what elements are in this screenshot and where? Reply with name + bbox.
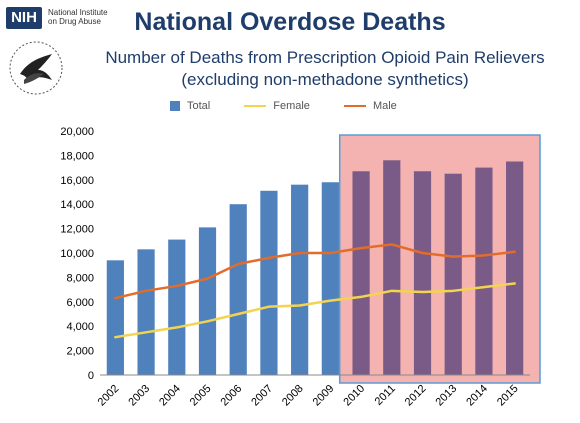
- series-line-male: [114, 243, 516, 300]
- x-tick-label: 2015: [495, 383, 521, 409]
- point-female-2010: [359, 295, 363, 299]
- y-tick-label: 18,000: [60, 150, 94, 162]
- legend-swatch-total: [170, 101, 180, 111]
- legend-item-female: Female: [244, 100, 310, 112]
- x-tick-label: 2010: [341, 383, 367, 409]
- x-tick-label: 2014: [464, 383, 490, 409]
- y-tick-label: 8,000: [66, 272, 94, 284]
- point-male-2014: [482, 254, 486, 257]
- point-female-2015: [513, 282, 516, 285]
- chart-title: National Overdose Deaths: [134, 8, 446, 36]
- y-tick-label: 2,000: [66, 346, 94, 358]
- bar-total-2010: [352, 171, 370, 375]
- point-male-2004: [175, 284, 178, 288]
- x-tick-label: 2008: [280, 383, 306, 409]
- x-tick-label: 2009: [311, 383, 337, 409]
- nih-name: National Institute on Drug Abuse: [48, 8, 108, 26]
- y-tick-label: 14,000: [60, 199, 94, 211]
- x-tick-label: 2006: [219, 383, 245, 409]
- point-female-2009: [329, 299, 332, 302]
- point-female-2011: [390, 289, 393, 293]
- point-female-2003: [144, 331, 148, 334]
- point-female-2002: [114, 335, 117, 339]
- hhs-eagle-seal-icon: [9, 41, 63, 95]
- bar-total-2011: [383, 160, 401, 375]
- x-tick-label: 2004: [157, 383, 183, 409]
- point-male-2012: [421, 251, 424, 255]
- bar-total-2002: [106, 260, 124, 375]
- point-male-2002: [114, 296, 117, 300]
- legend-swatch-male: [343, 105, 366, 107]
- point-female-2007: [267, 305, 271, 308]
- bar-total-2009: [321, 182, 339, 375]
- bar-total-2007: [260, 190, 278, 375]
- y-tick-label: 4,000: [66, 321, 94, 333]
- legend-label-female: Female: [273, 100, 310, 112]
- bar-total-2006: [229, 204, 247, 375]
- point-male-2010: [359, 246, 363, 250]
- chart-subtitle-line1: Number of Deaths from Prescription Opioi…: [105, 48, 545, 67]
- bar-total-2012: [413, 171, 432, 375]
- nih-logo: NIH: [6, 7, 42, 29]
- point-female-2004: [175, 326, 178, 329]
- point-male-2006: [237, 262, 240, 266]
- chart-subtitle-line2: (excluding non-methadone synthetics): [181, 70, 469, 89]
- y-tick-label: 20,000: [60, 126, 94, 138]
- y-tick-label: 16,000: [60, 175, 94, 187]
- bar-total-2008: [291, 184, 309, 375]
- x-tick-label: 2013: [434, 383, 460, 409]
- y-tick-label: 10,000: [60, 248, 94, 260]
- point-male-2005: [206, 277, 209, 280]
- point-male-2003: [144, 289, 148, 293]
- point-male-2013: [452, 255, 455, 258]
- point-female-2008: [298, 304, 301, 307]
- y-tick-label: 0: [88, 370, 94, 382]
- point-male-2008: [298, 251, 301, 255]
- nih-name-line2: on Drug Abuse: [48, 17, 101, 26]
- point-female-2012: [421, 290, 424, 294]
- point-male-2015: [513, 250, 516, 253]
- bar-total-2014: [475, 167, 493, 375]
- x-tick-label: 2003: [126, 383, 152, 409]
- bar-total-2015: [506, 161, 524, 375]
- point-male-2011: [390, 243, 393, 246]
- legend-item-total: Total: [170, 100, 210, 112]
- legend-label-male: Male: [372, 100, 397, 112]
- point-male-2009: [329, 251, 332, 255]
- bar-total-2003: [137, 249, 155, 375]
- point-female-2005: [206, 320, 209, 323]
- point-female-2014: [482, 285, 486, 289]
- bar-total-2005: [198, 227, 217, 375]
- point-female-2013: [452, 289, 455, 293]
- legend-label-total: Total: [187, 100, 211, 112]
- x-tick-label: 2011: [373, 383, 398, 408]
- legend: Total Female Male: [170, 100, 431, 112]
- x-tick-label: 2012: [403, 383, 429, 409]
- legend-item-male: Male: [343, 100, 397, 112]
- x-tick-label: 2002: [96, 383, 122, 409]
- y-tick-label: 6,000: [66, 297, 94, 309]
- point-female-2006: [237, 312, 240, 316]
- bar-total-2013: [444, 173, 462, 375]
- nih-name-line1: National Institute: [48, 8, 108, 17]
- legend-swatch-female: [244, 105, 267, 107]
- point-male-2007: [267, 256, 271, 260]
- series-line-female: [114, 282, 516, 339]
- bar-total-2004: [168, 239, 186, 375]
- logo-area: NIH National Institute on Drug Abuse: [2, 2, 122, 97]
- y-tick-label: 12,000: [60, 224, 94, 236]
- x-tick-label: 2005: [188, 383, 214, 409]
- x-tick-label: 2007: [249, 383, 275, 409]
